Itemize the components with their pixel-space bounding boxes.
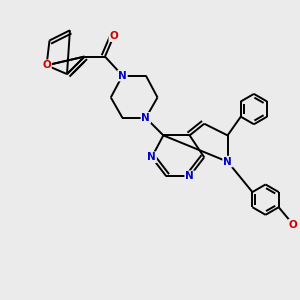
Text: O: O: [289, 220, 298, 230]
Text: N: N: [223, 157, 232, 167]
Text: O: O: [110, 31, 118, 41]
Text: O: O: [42, 60, 51, 70]
Text: N: N: [142, 113, 150, 123]
Text: N: N: [185, 171, 194, 181]
Text: N: N: [118, 70, 127, 80]
Text: N: N: [147, 152, 156, 162]
